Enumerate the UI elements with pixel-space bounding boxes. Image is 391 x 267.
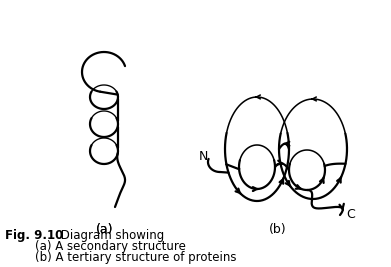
Text: (a): (a) <box>96 223 114 236</box>
Text: N: N <box>199 151 208 163</box>
Text: Diagram showing: Diagram showing <box>57 229 164 242</box>
Text: Fig. 9.10: Fig. 9.10 <box>5 229 63 242</box>
Text: C: C <box>346 209 355 222</box>
Text: (a) A secondary structure: (a) A secondary structure <box>5 240 186 253</box>
Text: (b): (b) <box>269 223 287 236</box>
Text: (b) A tertiary structure of proteins: (b) A tertiary structure of proteins <box>5 251 237 264</box>
Text: (a): (a) <box>96 223 114 236</box>
